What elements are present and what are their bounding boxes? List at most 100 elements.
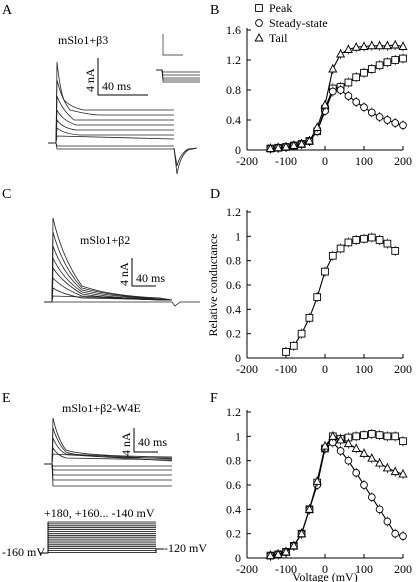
data-point-f-circle xyxy=(375,505,384,514)
data-point-b-triangle xyxy=(297,139,307,148)
data-point-b-triangle xyxy=(289,140,299,149)
data-point-d-square xyxy=(282,348,290,356)
x-tick-label-f: 100 xyxy=(355,562,373,576)
data-point-f-triangle xyxy=(289,540,299,550)
y-tick-label-b: 1.2 xyxy=(226,53,241,67)
x-tick-label-f: -100 xyxy=(275,562,297,576)
data-point-d-square xyxy=(391,247,400,255)
traces-panel-a: mSlo1+β3 4 nA 40 ms xyxy=(48,33,200,175)
y-tick-label-f: 0.6 xyxy=(226,478,241,492)
x-tick-label-d: -100 xyxy=(275,362,297,376)
y-tick-label-d: 0.2 xyxy=(226,327,241,341)
scale-current-e: 4 nA xyxy=(119,432,133,456)
x-tick-label-f: 200 xyxy=(394,562,412,576)
chart-panel-b: 0 0.4 0.8 1.2 1.6 -200 -100 0 100 200 xyxy=(226,23,412,168)
scale-time-a: 40 ms xyxy=(102,79,131,93)
data-point-d-square xyxy=(336,244,345,253)
construct-label-c: mSlo1+β2 xyxy=(80,233,130,247)
data-point-f-circle xyxy=(391,529,400,538)
data-point-f-triangle xyxy=(375,458,385,467)
scale-current-c: 4 nA xyxy=(117,262,131,286)
data-point-b-triangle xyxy=(398,41,408,50)
y-tick-label-b: 1.6 xyxy=(226,23,241,37)
data-point-b-triangle xyxy=(351,42,361,51)
data-point-b-triangle xyxy=(304,136,314,145)
data-point-f-triangle xyxy=(390,466,400,476)
y-tick-label-b: 0 xyxy=(235,143,241,157)
data-point-b-circle xyxy=(336,86,345,94)
data-point-f-square xyxy=(360,431,368,439)
data-point-b-square xyxy=(375,61,384,70)
data-point-f-triangle xyxy=(297,528,307,538)
protocol-steps-label: +180, +160... -140 mV xyxy=(44,506,155,520)
x-tick-label-d: -200 xyxy=(236,362,258,376)
data-point-f-circle xyxy=(344,456,353,465)
data-point-f-triangle xyxy=(320,441,330,450)
data-point-b-square xyxy=(360,68,368,77)
legend-marker-triangle xyxy=(254,33,264,42)
data-point-f-circle xyxy=(383,517,392,526)
data-point-b-square xyxy=(344,78,353,87)
y-tick-label-b: 0.8 xyxy=(226,83,241,97)
data-point-f-square xyxy=(352,432,361,441)
data-point-d-square xyxy=(383,239,392,248)
data-point-b-square xyxy=(352,73,361,82)
series-line-f-2 xyxy=(270,435,404,557)
scale-time-c: 40 ms xyxy=(136,271,165,285)
data-point-f-circle xyxy=(336,447,345,455)
y-tick-label-f: 0.8 xyxy=(226,454,241,468)
x-tick-label-f: -200 xyxy=(236,562,258,576)
chart-panel-f: 0 0.2 0.4 0.6 0.8 1 1.2 -200 -100 0 100 200 Voltage … xyxy=(226,405,412,582)
y-tick-label-f: 0.4 xyxy=(226,502,241,516)
data-point-d-square xyxy=(289,341,298,350)
data-point-b-circle xyxy=(344,92,353,100)
series-line-f-1 xyxy=(270,441,404,557)
data-point-f-triangle xyxy=(398,469,408,478)
y-tick-label-d: 1 xyxy=(235,229,241,243)
data-point-b-triangle xyxy=(390,40,400,49)
data-point-f-triangle xyxy=(273,549,283,558)
panel-letter-e: E xyxy=(2,391,11,406)
y-tick-label-b: 0.4 xyxy=(226,113,241,127)
data-point-b-circle xyxy=(352,98,361,106)
data-point-b-circle xyxy=(328,87,337,96)
data-point-d-square xyxy=(352,236,361,244)
data-point-b-circle xyxy=(367,108,376,117)
legend-label-triangle: Tail xyxy=(269,31,288,45)
data-point-b-circle xyxy=(360,103,368,112)
y-tick-label-f: 0.2 xyxy=(226,527,241,541)
legend-marker-square xyxy=(255,4,263,12)
data-point-f-circle xyxy=(360,481,368,489)
data-point-f-triangle xyxy=(328,431,338,440)
data-point-f-circle xyxy=(399,532,407,540)
data-point-b-triangle xyxy=(265,143,275,152)
data-point-b-square xyxy=(399,54,407,63)
panel-letter-a: A xyxy=(2,3,13,18)
y-axis-label-d: Relative conductance xyxy=(206,234,220,337)
data-point-d-square xyxy=(321,267,329,276)
y-tick-label-d: 1.2 xyxy=(226,205,241,219)
chart-panel-d: 0 0.2 0.4 0.6 0.8 1 1.2 -200 -100 0 100 200 Relative… xyxy=(206,205,412,376)
x-tick-label-d: 200 xyxy=(394,362,412,376)
scale-bar-e xyxy=(133,428,158,453)
data-point-f-triangle xyxy=(343,438,353,448)
data-point-b-square xyxy=(367,65,376,73)
x-tick-label-b: -200 xyxy=(236,154,258,168)
data-point-f-triangle xyxy=(304,504,314,513)
y-tick-label-f: 1.2 xyxy=(226,405,241,419)
data-point-b-triangle xyxy=(343,44,353,53)
data-point-f-triangle xyxy=(351,443,361,452)
y-tick-label-f: 1 xyxy=(235,429,241,443)
data-point-f-triangle xyxy=(312,476,322,485)
scale-bar-c xyxy=(131,258,156,287)
x-tick-label-b: 100 xyxy=(355,154,373,168)
data-point-d-square xyxy=(367,233,376,242)
data-point-f-square xyxy=(391,432,400,441)
data-point-b-circle xyxy=(399,121,407,130)
panel-letter-c: C xyxy=(2,187,11,202)
data-point-f-triangle xyxy=(367,453,377,462)
legend-label-square: Peak xyxy=(269,1,292,15)
data-point-d-square xyxy=(305,314,314,322)
